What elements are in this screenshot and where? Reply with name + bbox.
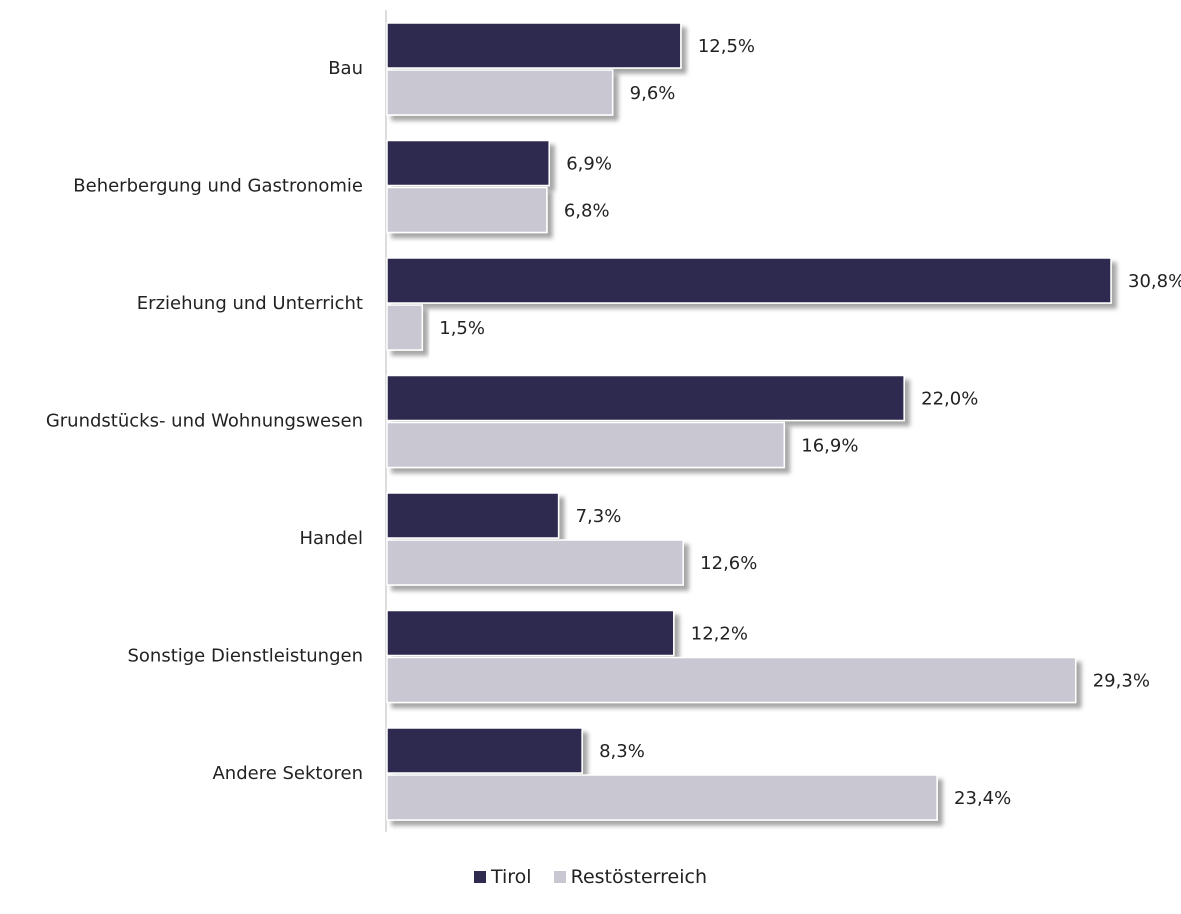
legend-swatch-tirol — [473, 871, 486, 883]
category-label-andere-sektoren: Andere Sektoren — [212, 763, 363, 784]
bar-restoesterreich-erziehung-und-unterricht — [386, 304, 424, 351]
value-label-tirol-grundstuecks-und-wohnungswesen: 22,0% — [921, 389, 978, 410]
bar-restoesterreich-bau — [386, 69, 614, 116]
bar-restoesterreich-sonstige-dienstleistungen — [386, 656, 1077, 704]
legend-swatch-restoesterreich — [553, 871, 566, 883]
legend-item-restoesterreich: Restösterreich — [553, 866, 708, 888]
value-label-tirol-erziehung-und-unterricht: 30,8% — [1128, 271, 1181, 292]
category-label-erziehung-und-unterricht: Erziehung und Unterricht — [137, 293, 363, 314]
bar-tirol-andere-sektoren — [386, 727, 583, 774]
value-label-restoesterreich-erziehung-und-unterricht: 1,5% — [439, 318, 485, 339]
legend-item-tirol: Tirol — [473, 866, 532, 888]
bar-restoesterreich-andere-sektoren — [386, 774, 938, 821]
value-label-restoesterreich-beherbergung-und-gastronomie: 6,8% — [564, 201, 610, 222]
category-label-handel: Handel — [300, 528, 363, 549]
bar-tirol-beherbergung-und-gastronomie — [386, 139, 550, 187]
legend-label-tirol: Tirol — [490, 866, 532, 888]
bar-restoesterreich-handel — [386, 539, 684, 586]
bar-restoesterreich-grundstuecks-und-wohnungswesen — [386, 421, 786, 469]
value-label-tirol-andere-sektoren: 8,3% — [599, 741, 645, 762]
category-label-sonstige-dienstleistungen: Sonstige Dienstleistungen — [127, 646, 363, 667]
value-label-tirol-bau: 12,5% — [698, 36, 755, 57]
value-label-restoesterreich-andere-sektoren: 23,4% — [954, 788, 1011, 809]
bar-tirol-erziehung-und-unterricht — [386, 257, 1112, 304]
bar-tirol-grundstuecks-und-wohnungswesen — [386, 374, 905, 422]
legend-label-restoesterreich: Restösterreich — [570, 866, 708, 888]
bar-restoesterreich-beherbergung-und-gastronomie — [386, 186, 548, 234]
bar-tirol-sonstige-dienstleistungen — [386, 609, 675, 657]
category-label-beherbergung-und-gastronomie: Beherbergung und Gastronomie — [73, 176, 363, 197]
value-label-restoesterreich-bau: 9,6% — [630, 83, 676, 104]
category-label-grundstuecks-und-wohnungswesen: Grundstücks- und Wohnungswesen — [46, 411, 363, 432]
value-label-restoesterreich-grundstuecks-und-wohnungswesen: 16,9% — [801, 436, 858, 457]
bar-tirol-handel — [386, 492, 560, 539]
bar-chart: Bau Beherbergung und Gastronomie Erziehung… — [46, 10, 1181, 832]
value-label-tirol-handel: 7,3% — [576, 506, 622, 527]
value-label-tirol-sonstige-dienstleistungen: 12,2% — [691, 624, 748, 645]
value-label-restoesterreich-handel: 12,6% — [700, 553, 757, 574]
category-label-bau: Bau — [328, 58, 363, 79]
value-label-restoesterreich-sonstige-dienstleistungen: 29,3% — [1093, 671, 1150, 692]
legend: Tirol Restösterreich — [0, 866, 1181, 888]
value-label-tirol-beherbergung-und-gastronomie: 6,9% — [566, 154, 612, 175]
bar-tirol-bau — [386, 22, 682, 69]
